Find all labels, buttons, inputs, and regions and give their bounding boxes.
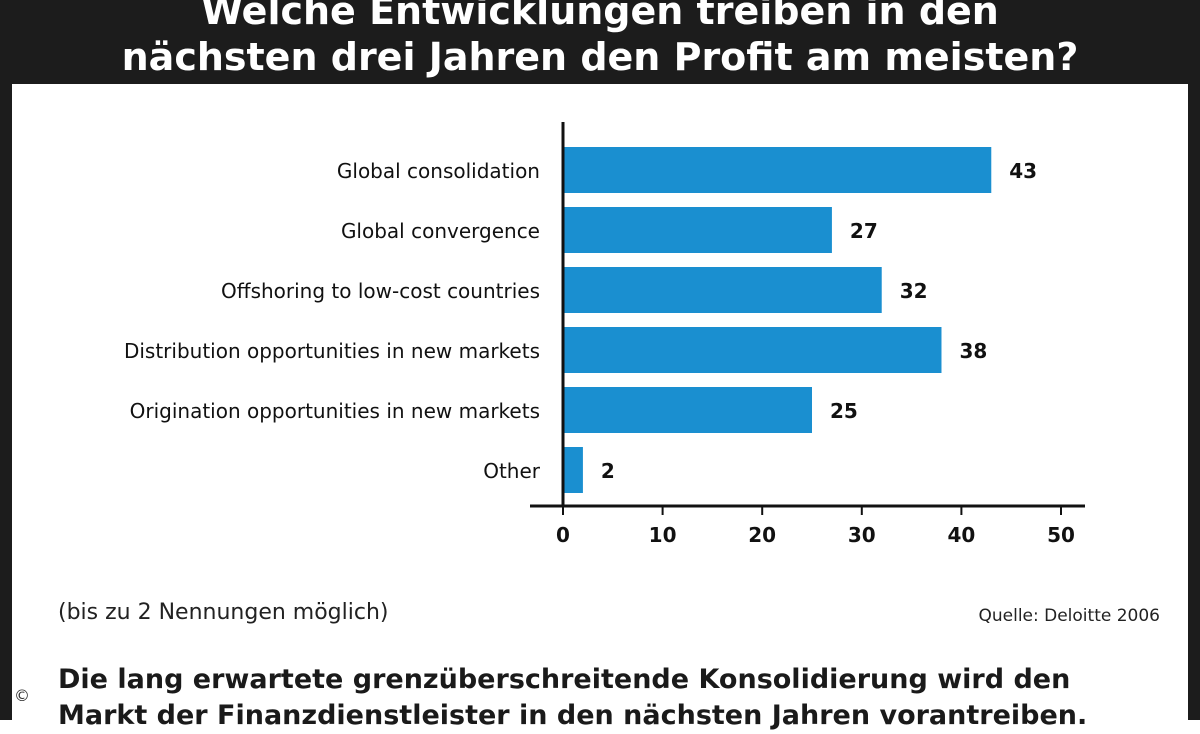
value-label-3: 38 (959, 339, 987, 363)
title-line-1: Welche Entwicklungen treiben in den (201, 0, 999, 33)
headline: Die lang erwartete grenzüberschreitende … (58, 664, 1088, 731)
bar-3 (563, 327, 942, 373)
x-tick-label-2: 20 (748, 523, 776, 547)
x-tick-label-4: 40 (947, 523, 975, 547)
bar-4 (563, 387, 812, 433)
category-label-3: Distribution opportunities in new market… (124, 339, 540, 363)
x-tick-label-3: 30 (848, 523, 876, 547)
copyright-mark: © (14, 686, 30, 705)
title-line-2: nächsten drei Jahren den Profit am meist… (121, 35, 1079, 79)
category-label-4: Origination opportunities in new markets (130, 399, 540, 423)
chart-title: Welche Entwicklungen treiben in den näch… (0, 0, 1200, 80)
value-label-0: 43 (1009, 159, 1037, 183)
value-label-1: 27 (850, 219, 878, 243)
x-tick-label-5: 50 (1047, 523, 1075, 547)
category-label-0: Global consolidation (337, 159, 540, 183)
x-tick-label-0: 0 (556, 523, 570, 547)
source-label: Quelle: Deloitte 2006 (978, 606, 1160, 626)
category-label-2: Offshoring to low-cost countries (221, 279, 540, 303)
category-label-1: Global convergence (341, 219, 540, 243)
bar-2 (563, 267, 882, 313)
bar-1 (563, 207, 832, 253)
value-label-4: 25 (830, 399, 858, 423)
category-label-5: Other (483, 459, 541, 483)
bar-5 (563, 447, 583, 493)
value-label-2: 32 (900, 279, 928, 303)
x-tick-label-1: 10 (649, 523, 677, 547)
bar-0 (563, 147, 992, 193)
value-label-5: 2 (601, 459, 615, 483)
footnote: (bis zu 2 Nennungen möglich) (58, 600, 389, 625)
